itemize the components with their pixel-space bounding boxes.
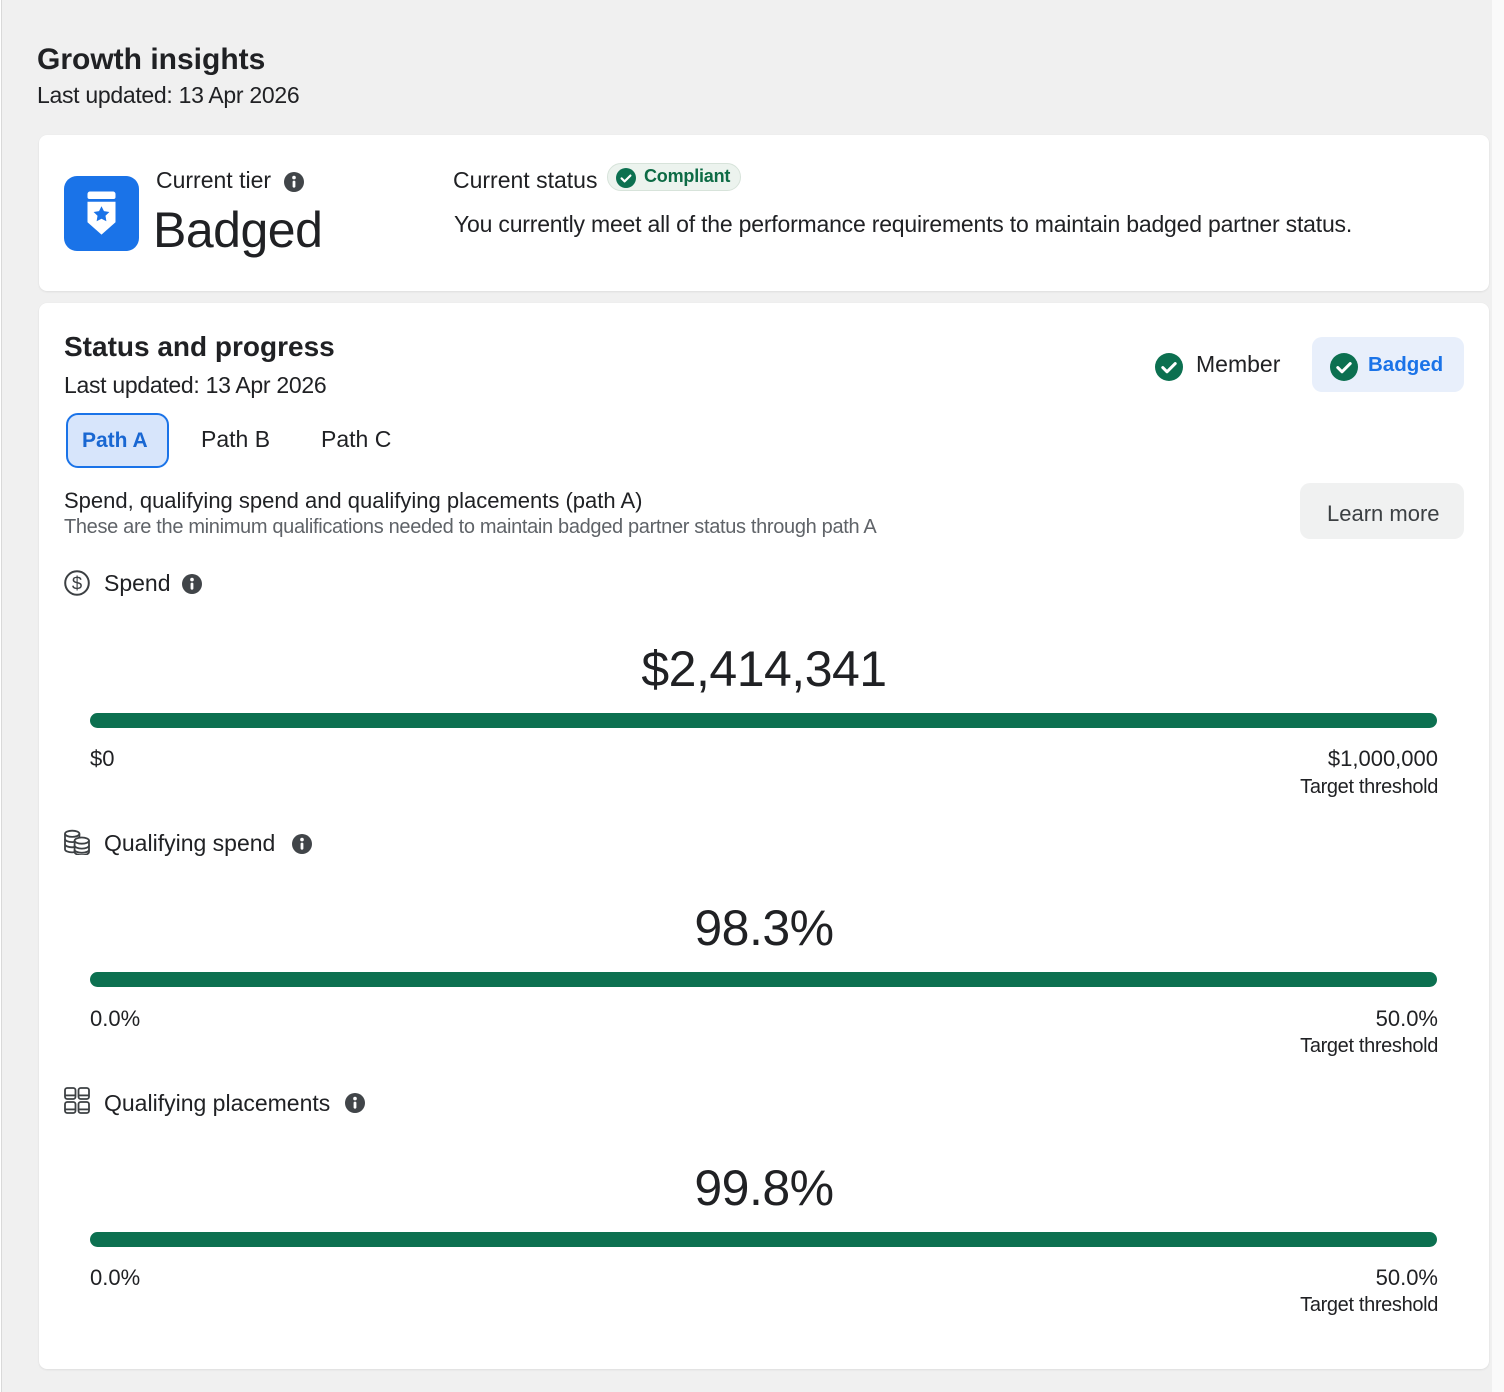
svg-text:$: $	[72, 573, 82, 594]
